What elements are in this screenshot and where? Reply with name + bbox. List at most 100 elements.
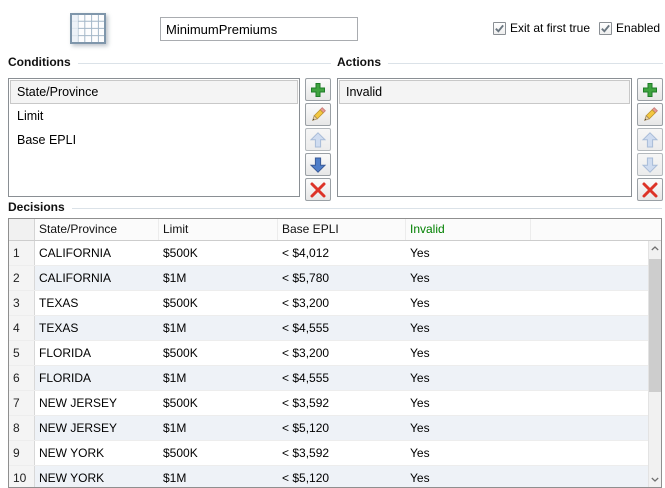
condition-item-state-province[interactable]: State/Province [10, 80, 298, 104]
checkbox[interactable] [599, 21, 613, 35]
table-row[interactable]: 2 CALIFORNIA $1M < $5,780 Yes [9, 266, 648, 291]
column-header-state-province[interactable]: State/Province [35, 219, 159, 240]
state-province-cell[interactable]: NEW YORK [39, 446, 105, 460]
limit-cell[interactable]: $1M [163, 371, 187, 385]
state-province-cell[interactable]: NEW JERSEY [39, 421, 118, 435]
condition-item-limit[interactable]: Limit [17, 109, 44, 123]
limit-cell[interactable]: $500K [163, 446, 198, 460]
invalid-cell[interactable]: Yes [410, 346, 430, 360]
vertical-scrollbar[interactable] [648, 241, 661, 487]
table-row[interactable]: 5 FLORIDA $500K < $3,200 Yes [9, 341, 648, 366]
condition-item-base-epli[interactable]: Base EPLI [17, 133, 77, 147]
row-number-cell[interactable]: 8 [9, 416, 35, 440]
scrollbar-thumb[interactable] [649, 259, 661, 392]
move-up-button [305, 128, 331, 151]
move-down-button [637, 153, 663, 176]
limit-cell[interactable]: $500K [163, 296, 198, 310]
base-epli-cell[interactable]: < $5,780 [282, 271, 330, 285]
limit-cell[interactable]: $500K [163, 346, 198, 360]
move-down-button[interactable] [305, 153, 331, 176]
scrollbar-down-button[interactable] [649, 472, 661, 487]
empty-cell [531, 441, 648, 465]
table-row[interactable]: 8 NEW JERSEY $1M < $5,120 Yes [9, 416, 648, 441]
column-header-invalid[interactable]: Invalid [406, 219, 531, 240]
base-epli-cell[interactable]: < $3,592 [282, 446, 330, 460]
state-province-cell[interactable]: NEW JERSEY [39, 396, 118, 410]
base-epli-cell[interactable]: < $4,012 [282, 246, 330, 260]
delete-x-icon [641, 181, 659, 199]
checkbox[interactable] [493, 21, 506, 35]
checkbox-enabled[interactable]: Enabled [599, 21, 660, 35]
divider-line [71, 207, 662, 209]
limit-cell[interactable]: $1M [163, 471, 187, 485]
base-epli-cell[interactable]: < $3,200 [282, 346, 330, 360]
row-number-cell[interactable]: 6 [9, 366, 35, 390]
scrollbar-up-button[interactable] [649, 241, 661, 256]
edit-button[interactable] [305, 103, 331, 126]
base-epli-cell[interactable]: < $4,555 [282, 321, 330, 335]
decisions-group: Decisions State/Province Limit Base EPLI… [8, 200, 662, 488]
state-province-cell[interactable]: NEW YORK [39, 471, 105, 485]
plus-icon [309, 81, 327, 99]
delete-button[interactable] [305, 178, 331, 201]
state-province-cell[interactable]: TEXAS [39, 321, 79, 335]
column-header-limit[interactable]: Limit [159, 219, 278, 240]
actions-listbox[interactable]: Invalid [337, 78, 632, 197]
action-item-invalid[interactable]: Invalid [339, 80, 630, 104]
row-number-cell[interactable]: 3 [9, 291, 35, 315]
table-row[interactable]: 9 NEW YORK $500K < $3,592 Yes [9, 441, 648, 466]
add-button[interactable] [305, 78, 331, 101]
invalid-cell[interactable]: Yes [410, 371, 430, 385]
state-province-cell[interactable]: CALIFORNIA [39, 246, 112, 260]
invalid-cell[interactable]: Yes [410, 396, 430, 410]
limit-cell[interactable]: $1M [163, 421, 187, 435]
conditions-listbox[interactable]: State/Province Limit Base EPLI [8, 78, 300, 197]
table-row[interactable]: 4 TEXAS $1M < $4,555 Yes [9, 316, 648, 341]
limit-cell[interactable]: $1M [163, 321, 187, 335]
state-province-cell[interactable]: FLORIDA [39, 371, 92, 385]
limit-cell[interactable]: $500K [163, 246, 198, 260]
pencil-icon [309, 106, 327, 124]
limit-cell[interactable]: $500K [163, 396, 198, 410]
row-number-cell[interactable]: 10 [9, 466, 35, 487]
limit-cell[interactable]: $1M [163, 271, 187, 285]
state-province-cell[interactable]: TEXAS [39, 296, 79, 310]
table-row[interactable]: 7 NEW JERSEY $500K < $3,592 Yes [9, 391, 648, 416]
table-row[interactable]: 3 TEXAS $500K < $3,200 Yes [9, 291, 648, 316]
base-epli-cell[interactable]: < $4,555 [282, 371, 330, 385]
invalid-cell[interactable]: Yes [410, 471, 430, 485]
row-number-cell[interactable]: 5 [9, 341, 35, 365]
invalid-cell[interactable]: Yes [410, 246, 430, 260]
state-province-cell[interactable]: FLORIDA [39, 346, 92, 360]
arrow-up-icon [309, 131, 327, 149]
table-row[interactable]: 1 CALIFORNIA $500K < $4,012 Yes [9, 241, 648, 266]
edit-button[interactable] [637, 103, 663, 126]
divider-line [388, 62, 663, 64]
invalid-cell[interactable]: Yes [410, 296, 430, 310]
row-number-cell[interactable]: 1 [9, 241, 35, 265]
add-button[interactable] [637, 78, 663, 101]
column-header-base-epli[interactable]: Base EPLI [278, 219, 406, 240]
table-name-input[interactable] [160, 17, 358, 41]
row-number-cell[interactable]: 4 [9, 316, 35, 340]
base-epli-cell[interactable]: < $3,200 [282, 296, 330, 310]
row-number-cell[interactable]: 7 [9, 391, 35, 415]
state-province-cell[interactable]: CALIFORNIA [39, 271, 112, 285]
base-epli-cell[interactable]: < $5,120 [282, 471, 330, 485]
pencil-icon [641, 106, 659, 124]
decisions-title: Decisions [8, 200, 65, 214]
invalid-cell[interactable]: Yes [410, 421, 430, 435]
table-row[interactable]: 6 FLORIDA $1M < $4,555 Yes [9, 366, 648, 391]
checkbox-exit-at-first-true[interactable]: Exit at first true [493, 21, 590, 35]
invalid-cell[interactable]: Yes [410, 271, 430, 285]
empty-cell [531, 291, 648, 315]
row-number-cell[interactable]: 2 [9, 266, 35, 290]
delete-button[interactable] [637, 178, 663, 201]
base-epli-cell[interactable]: < $3,592 [282, 396, 330, 410]
invalid-cell[interactable]: Yes [410, 446, 430, 460]
checkbox-label: Enabled [616, 21, 661, 35]
row-number-cell[interactable]: 9 [9, 441, 35, 465]
table-row[interactable]: 10 NEW YORK $1M < $5,120 Yes [9, 466, 648, 487]
invalid-cell[interactable]: Yes [410, 321, 430, 335]
base-epli-cell[interactable]: < $5,120 [282, 421, 330, 435]
